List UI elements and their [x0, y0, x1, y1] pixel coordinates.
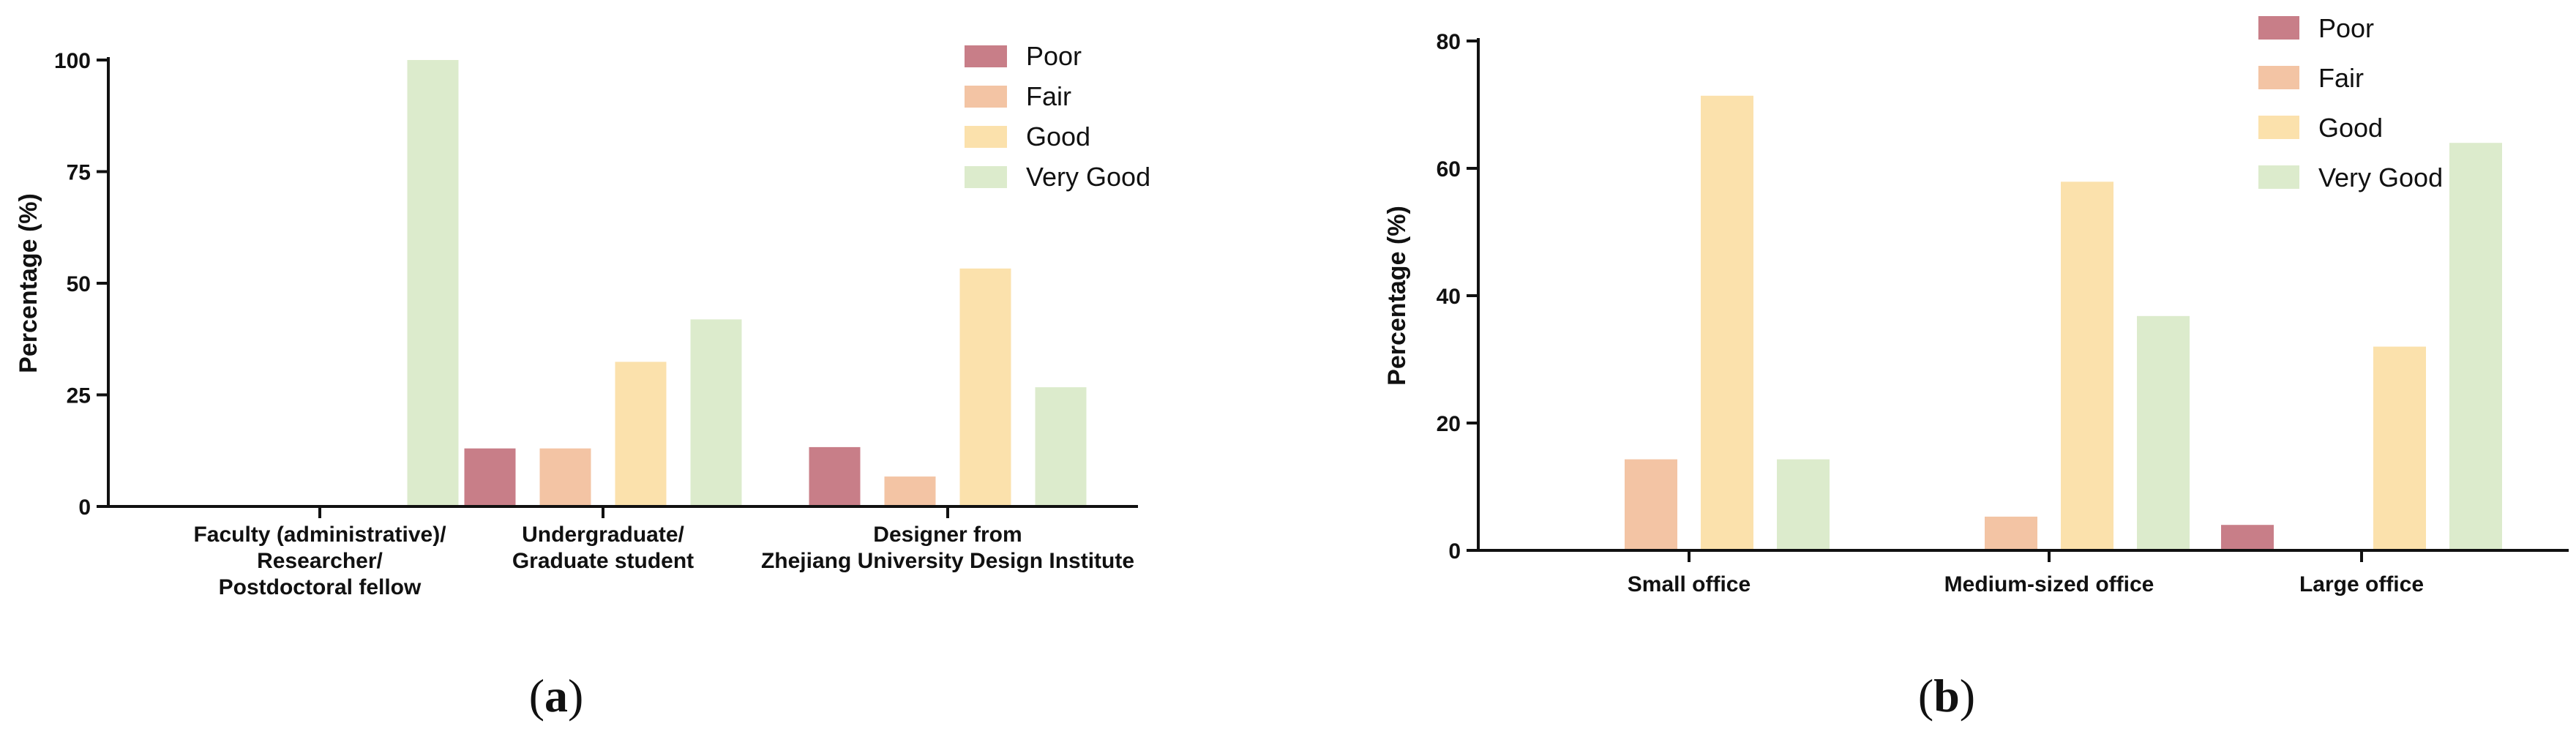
bar-very-good-1 [2137, 315, 2190, 550]
category-label-b-0: Small office [1628, 572, 1751, 596]
bar-good-0 [1701, 95, 1753, 551]
y-axis-title-a: Percentage (%) [15, 193, 42, 373]
y-axis-title-b: Percentage (%) [1383, 206, 1411, 386]
panel-a: 0 25 50 75 100 Faculty (administrative)/Resea… [15, 41, 1150, 722]
legend-swatch-poor-b [2258, 16, 2299, 40]
bar-very-good-0 [1777, 459, 1830, 550]
bar-fair-2 [884, 476, 936, 506]
legend-label-good-b: Good [2318, 113, 2383, 143]
y-tick-label-b-0: 0 [1448, 539, 1461, 564]
category-label-a-1: Undergraduate/Graduate student [512, 523, 694, 573]
y-tick-label-a-100: 100 [54, 49, 91, 73]
panel-label-b: (b) [1918, 670, 1975, 722]
y-tick-label-b-60: 60 [1437, 157, 1461, 182]
legend-swatch-fair-a [965, 86, 1007, 108]
legend-label-very-good-a: Very Good [1026, 162, 1150, 192]
bar-poor-1 [464, 448, 516, 506]
legend-swatch-fair-b [2258, 66, 2299, 89]
y-tick-label-a-25: 25 [67, 384, 91, 408]
legend-swatch-good-a [965, 126, 1007, 148]
category-label-b-1: Medium-sized office [1944, 572, 2154, 596]
y-tick-label-b-40: 40 [1437, 285, 1461, 309]
bar-very-good-1 [690, 319, 742, 506]
legend-label-good-a: Good [1026, 121, 1090, 151]
legend-swatch-poor-a [965, 45, 1007, 67]
category-label-b-2: Large office [2299, 572, 2424, 596]
bar-good-2 [959, 268, 1011, 506]
legend-b: Poor Fair Good Very Good [2258, 13, 2443, 192]
y-tick-label-a-0: 0 [78, 495, 91, 520]
legend-label-poor-b: Poor [2318, 13, 2374, 43]
y-tick-label-a-75: 75 [67, 161, 91, 185]
bar-very-good-2 [2449, 143, 2502, 550]
bars-b [1625, 95, 2502, 551]
bar-poor-2 [809, 446, 861, 506]
y-tick-label-a-50: 50 [67, 272, 91, 296]
bar-fair-0 [1625, 459, 1677, 550]
legend-a: Poor Fair Good Very Good [965, 41, 1150, 192]
legend-swatch-very-good-b [2258, 165, 2299, 189]
bars-a [407, 60, 1087, 506]
bar-good-2 [2373, 346, 2426, 550]
category-label-a-2: Designer from Zhejiang University Design … [761, 523, 1134, 573]
bar-good-1 [615, 362, 667, 506]
y-tick-label-b-20: 20 [1437, 412, 1461, 436]
legend-swatch-good-b [2258, 116, 2299, 139]
legend-swatch-very-good-a [965, 166, 1007, 188]
bar-good-1 [2061, 182, 2113, 551]
bar-fair-1 [1985, 516, 2037, 550]
legend-label-fair-a: Fair [1026, 81, 1071, 111]
legend-label-very-good-b: Very Good [2318, 162, 2443, 192]
panel-b: 0 20 40 60 80 Small office Medium-sized office… [1383, 13, 2569, 722]
bar-poor-2 [2221, 525, 2274, 550]
legend-label-poor-a: Poor [1026, 41, 1082, 71]
panel-label-a: (a) [529, 670, 584, 722]
legend-label-fair-b: Fair [2318, 63, 2364, 93]
y-tick-label-b-80: 80 [1437, 30, 1461, 54]
category-label-a-0: Faculty (administrative)/Researcher/Post… [193, 523, 446, 599]
bar-very-good-2 [1035, 387, 1087, 506]
bar-very-good-0 [407, 60, 459, 506]
bar-fair-1 [539, 448, 591, 506]
